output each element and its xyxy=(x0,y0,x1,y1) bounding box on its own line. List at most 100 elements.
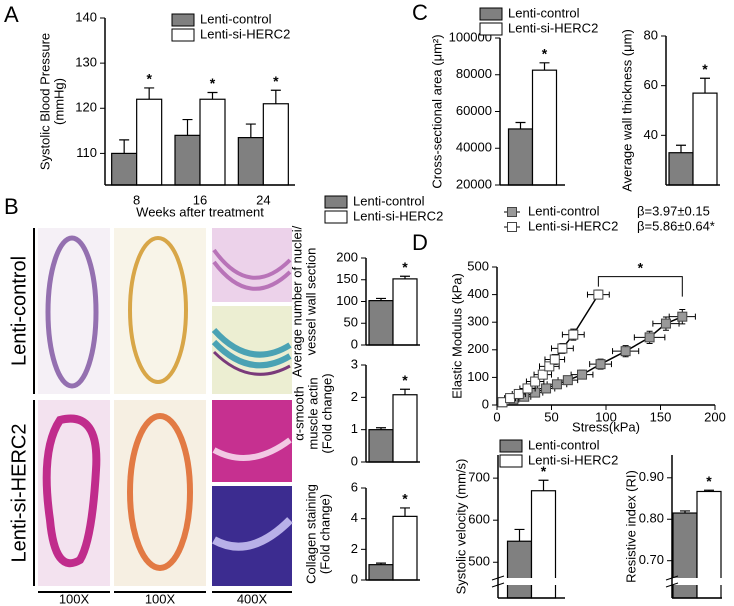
y-tick-label: 80 xyxy=(644,27,658,42)
axis-break xyxy=(490,578,567,585)
error-bar xyxy=(538,479,549,491)
row-label: Lenti-control xyxy=(8,256,30,366)
bar xyxy=(368,564,394,581)
legend-swatch xyxy=(479,22,503,36)
error-bar xyxy=(182,118,193,136)
legend-marker xyxy=(507,207,517,217)
y-tick-label: 700 xyxy=(468,470,490,485)
y-tick-label: 2 xyxy=(351,389,358,404)
bar xyxy=(174,134,201,186)
bar xyxy=(672,512,698,599)
x-tick-label: 100 xyxy=(595,409,617,424)
row-label: Lenti-si-HERC2 xyxy=(8,424,30,563)
error-bar xyxy=(515,121,526,129)
legend-swatch xyxy=(499,454,523,468)
error-bar xyxy=(514,528,525,542)
y-tick-label: 100 xyxy=(467,369,489,384)
vessel-wall xyxy=(212,517,293,551)
y-tick-label: 130 xyxy=(75,55,97,70)
point xyxy=(557,343,568,354)
error-bar xyxy=(676,144,686,153)
y-axis-label: Average number of nuclei/ xyxy=(289,225,304,377)
legend-label: Lenti-control xyxy=(528,203,600,218)
bar xyxy=(507,128,534,186)
y-axis-label: Elastic Modulus (kPa) xyxy=(449,273,464,399)
y-tick-label: 20000 xyxy=(456,176,492,191)
y-axis-label: (Fold change) xyxy=(319,373,334,453)
y-tick-label: 300 xyxy=(467,314,489,329)
magnification: 100X xyxy=(59,591,90,606)
x-axis-label: Weeks after treatment xyxy=(136,204,264,219)
bar xyxy=(368,300,394,346)
error-bar xyxy=(539,62,550,71)
vessel-wall xyxy=(212,437,292,461)
micrograph xyxy=(212,228,292,302)
legend-label: Lenti-si-HERC2 xyxy=(528,452,618,467)
y-tick-label: 0.90 xyxy=(639,469,664,484)
vessel-wall xyxy=(212,248,292,291)
legend-swatch xyxy=(324,210,348,224)
point xyxy=(544,361,555,372)
bar xyxy=(506,540,533,599)
significance: * xyxy=(638,259,644,275)
legend-label: Lenti-si-HERC2 xyxy=(508,20,598,35)
point xyxy=(595,359,606,370)
error-bar xyxy=(245,123,256,138)
bar xyxy=(392,515,418,581)
y-tick-label: 40000 xyxy=(456,140,492,155)
y-tick-label: 6 xyxy=(351,479,358,494)
error-bar xyxy=(207,91,218,100)
error-bar xyxy=(680,510,690,514)
point xyxy=(505,393,516,404)
bar xyxy=(531,69,558,186)
error-bar xyxy=(119,139,130,154)
point xyxy=(660,318,671,329)
magnification: 100X xyxy=(145,591,176,606)
significance: * xyxy=(146,71,152,87)
bar xyxy=(668,152,694,186)
y-tick-label: 60000 xyxy=(456,103,492,118)
y-tick-label: 0 xyxy=(351,453,358,468)
bar xyxy=(111,152,138,186)
legend-label: Lenti-si-HERC2 xyxy=(200,26,290,41)
significance: * xyxy=(402,259,408,275)
y-tick-label: 80000 xyxy=(456,66,492,81)
y-tick-label: 50 xyxy=(344,315,358,330)
micrograph xyxy=(212,400,292,482)
vessel-wall xyxy=(211,327,292,369)
significance: * xyxy=(702,61,708,77)
legend-label: Lenti-control xyxy=(353,193,425,208)
y-tick-label: 0.70 xyxy=(639,552,664,567)
bar xyxy=(692,92,718,186)
histology: Lenti-control Lenti-si-HERC2 100X 100X 4… xyxy=(8,228,293,606)
legend-swatch xyxy=(499,439,523,453)
point xyxy=(541,383,552,394)
error-bar xyxy=(704,489,714,492)
y-axis-label: muscle actin xyxy=(305,377,320,449)
y-tick-label: 500 xyxy=(467,258,489,273)
panel-label: A xyxy=(4,2,19,27)
legend-swatch xyxy=(324,195,348,209)
y-tick-label: 1 xyxy=(351,421,358,436)
point xyxy=(568,329,579,340)
point xyxy=(551,379,562,390)
y-tick-label: 60 xyxy=(644,77,658,92)
significance: * xyxy=(402,372,408,388)
x-tick-label: 8 xyxy=(133,192,140,207)
y-tick-label: 4 xyxy=(351,510,358,525)
point xyxy=(562,375,573,386)
y-tick-label: 0 xyxy=(351,571,358,586)
bar xyxy=(237,137,264,186)
panel-label: D xyxy=(412,230,428,255)
y-axis-label: Resistive index (RI) xyxy=(623,470,638,583)
y-axis-label: Systolic velocity (mm/s) xyxy=(453,459,468,595)
x-tick-label: 150 xyxy=(650,409,672,424)
y-tick-label: 0 xyxy=(482,396,489,411)
x-tick-label: 16 xyxy=(193,192,207,207)
y-axis-label: Cross-sectional area (μm²) xyxy=(429,34,444,188)
legend-swatch xyxy=(171,28,195,42)
point xyxy=(549,354,560,365)
error-bar xyxy=(400,275,410,279)
bar xyxy=(392,278,418,346)
error-bar xyxy=(376,562,386,565)
